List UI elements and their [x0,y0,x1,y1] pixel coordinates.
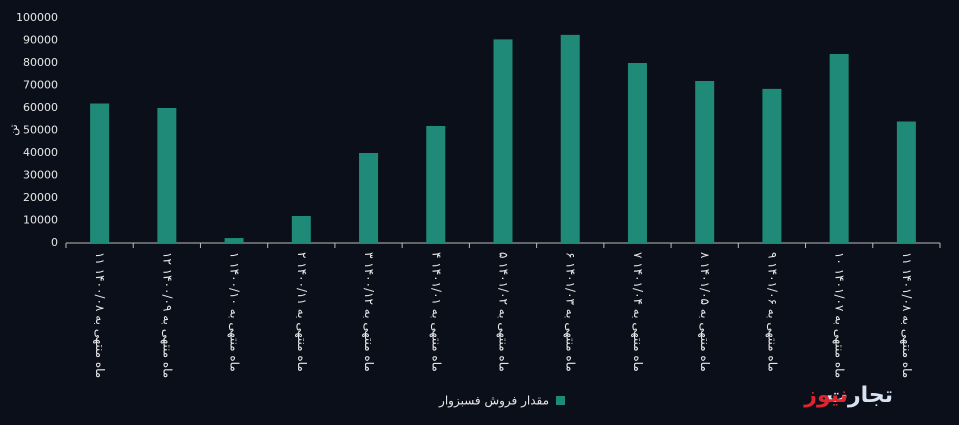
y-axis-label: تن [7,124,20,135]
x-tick-label: ۱ ماه منتهی به ۱۴۰۰/۱۰ [228,252,242,372]
y-tick-label: 30000 [23,169,58,182]
bar [90,103,110,243]
logo: نیوز [803,383,848,408]
x-tick-label: ۱۱ ماه منتهی به ۱۴۰۱/۰۸ [900,252,914,378]
bar [359,153,379,243]
y-tick-label: 100000 [16,11,58,24]
x-tick-label: ۱۰ ماه منتهی به ۱۴۰۱/۰۷ [833,252,847,378]
legend-label: مقدار فروش فسبزوار [438,394,549,409]
x-tick-label: ۱۲ ماه منتهی به ۱۴۰۰/۰۹ [160,252,174,378]
y-tick-label: 0 [51,236,58,249]
y-tick-label: 70000 [23,79,58,92]
x-tick-label: ۱۱ ماه منتهی به ۱۴۰۰/۰۸ [93,252,107,378]
bar [627,63,647,243]
y-tick-label: 50000 [23,124,58,137]
y-tick-label: 90000 [23,34,58,47]
x-tick-label: ۶ ماه منتهی به ۱۴۰۱/۰۳ [564,252,578,372]
bar [426,126,446,243]
x-tick-label: ۸ ماه منتهی به ۱۴۰۱/۰۵ [698,252,712,372]
y-tick-label: 10000 [23,214,58,227]
bar [762,88,782,243]
y-tick-label: 60000 [23,101,58,114]
bar [829,54,849,243]
x-tick-label: ۹ ماه منتهی به ۱۴۰۱/۰۶ [765,252,779,372]
bar [560,34,580,243]
bar [896,121,916,243]
bar [157,108,177,243]
y-tick-label: 20000 [23,191,58,204]
bar [291,216,311,243]
logo: تجارت [826,383,893,408]
legend-swatch [556,396,565,405]
x-tick-label: ۲ ماه منتهی به ۱۴۰۰/۱۱ [295,252,309,372]
x-tick-label: ۷ ماه منتهی به ۱۴۰۱/۰۴ [631,252,645,372]
bar [695,81,715,243]
bar [224,238,244,243]
x-tick-label: ۳ ماه منتهی به ۱۴۰۰/۱۲ [362,252,376,372]
bar [493,39,513,243]
x-tick-label: ۴ ماه منتهی به ۱۴۰۱/۰۱ [429,252,443,372]
y-tick-label: 80000 [23,56,58,69]
y-tick-label: 40000 [23,146,58,159]
x-tick-label: ۵ ماه منتهی به ۱۴۰۱/۰۲ [497,252,511,372]
